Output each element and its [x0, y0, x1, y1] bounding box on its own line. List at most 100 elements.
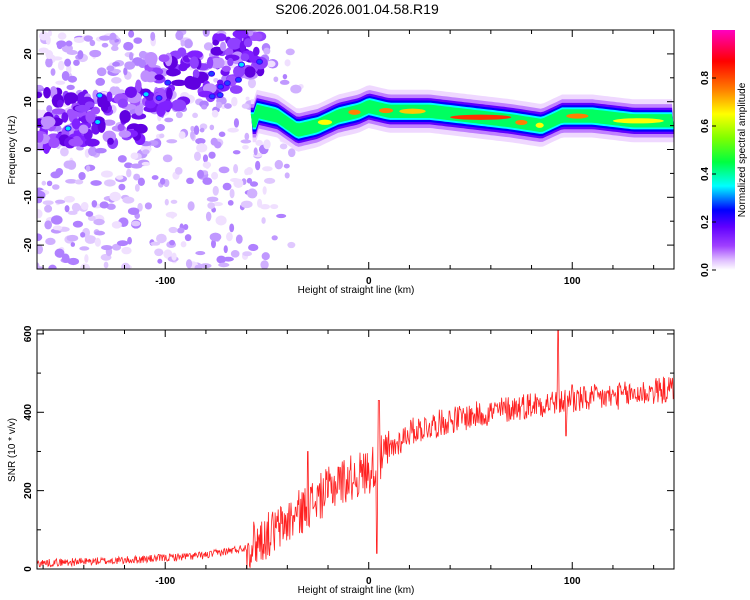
- spectrogram-noise-blob: [213, 77, 219, 83]
- spectrogram-noise-blob: [89, 49, 102, 58]
- spectrogram-band-blob: [102, 119, 116, 126]
- colorbar-tick-label: 0.0: [700, 263, 711, 277]
- spectrogram-noise-blob: [117, 155, 127, 163]
- spectrogram-noise-blob: [205, 211, 212, 222]
- spectrogram-noise-blob: [194, 151, 201, 161]
- spectrogram-noise-blob: [183, 38, 193, 49]
- spectrogram-y-axis-label: Frequency (Hz): [7, 116, 18, 185]
- spectrogram-noise-blob: [100, 170, 113, 178]
- spectrogram-noise-blob: [170, 199, 178, 204]
- spectrogram-noise-blob: [106, 65, 115, 72]
- chart-title: S206.2026.001.04.58.R19: [275, 1, 439, 17]
- spectrogram-noise-blob: [90, 180, 102, 186]
- spectrogram-noise-blob: [246, 188, 258, 199]
- spectrogram-noise-blob: [283, 163, 290, 169]
- colorbar-tick-label: 0.4: [700, 167, 711, 181]
- spectrogram-noise-blob: [244, 168, 250, 176]
- spectrogram-noise-blob: [80, 202, 89, 211]
- snr-y-tick-label: 400: [23, 403, 34, 420]
- spectrogram-peak-spot: [94, 119, 102, 126]
- spectrogram-noise-blob: [76, 145, 84, 151]
- spectrogram-noise-blob: [137, 202, 143, 212]
- spectrogram-noise-blob: [45, 50, 54, 60]
- spectrogram-noise-blob: [174, 167, 183, 175]
- spectrogram-noise-blob: [185, 259, 193, 269]
- spectrogram-noise-blob: [169, 239, 176, 246]
- spectrogram-peak-spot: [208, 70, 216, 77]
- spectrogram-band-blob: [117, 123, 125, 132]
- spectrogram-noise-blob: [37, 84, 44, 90]
- spectrogram-noise-blob: [211, 109, 219, 118]
- spectrogram-band-blob: [229, 85, 243, 94]
- colorbar-gradient: [712, 30, 735, 270]
- spectrogram-band-blob: [117, 98, 128, 109]
- spectrogram-y-tick-label: 10: [23, 96, 34, 108]
- spectrogram-noise-blob: [270, 204, 279, 210]
- spectrogram-noise-blob: [44, 204, 53, 213]
- spectrogram-noise-blob: [80, 231, 86, 238]
- spectrogram-noise-blob: [156, 124, 165, 132]
- spectrogram-noise-blob: [263, 139, 271, 150]
- spectrogram-noise-blob: [65, 178, 78, 184]
- spectrogram-band-blob: [177, 47, 187, 57]
- spectrogram-noise-blob: [279, 79, 290, 85]
- spectrogram-noise-blob: [67, 75, 78, 83]
- spectrogram-noise-blob: [37, 233, 43, 242]
- spectrogram-peak-spot: [142, 91, 150, 98]
- spectrogram-band-blob: [158, 54, 170, 63]
- spectrogram-x-tick-label: 0: [366, 276, 372, 287]
- spectrogram-noise-blob: [123, 67, 128, 76]
- spectrogram-noise-blob: [64, 58, 72, 67]
- spectrogram-peak-spot: [96, 92, 104, 99]
- spectrogram-noise-blob: [124, 61, 136, 70]
- spectrogram-noise-blob: [67, 210, 78, 215]
- spectrogram-noise-blob: [248, 243, 259, 252]
- spectrogram-peak-spot: [223, 80, 231, 87]
- spectrogram-noise-blob: [91, 200, 98, 208]
- spectrogram-band-blob: [232, 30, 249, 39]
- spectrogram-noise-blob: [45, 237, 56, 245]
- spectrogram-noise-blob: [54, 199, 66, 204]
- spectrogram-noise-blob: [187, 201, 195, 211]
- spectrogram-noise-blob: [83, 35, 93, 42]
- spectrogram-ridge-core: [566, 113, 589, 119]
- spectrogram-noise-blob: [290, 84, 302, 94]
- spectrogram-band-blob: [216, 57, 225, 69]
- spectrogram-noise-blob: [271, 235, 278, 241]
- spectrogram-noise-blob: [242, 251, 252, 257]
- spectrogram-noise-blob: [218, 131, 226, 137]
- spectrogram-noise-blob: [262, 166, 273, 172]
- snr-x-tick-label: 100: [564, 576, 581, 587]
- spectrogram-band-blob: [206, 56, 214, 69]
- spectrogram-noise-blob: [195, 251, 206, 256]
- spectrogram-band-blob: [240, 53, 250, 62]
- spectrogram-band-blob: [140, 70, 151, 83]
- spectrogram-band-blob: [166, 68, 180, 77]
- spectrogram-peak-spot: [256, 58, 264, 65]
- spectrogram-band-blob: [171, 99, 187, 112]
- spectrogram-noise-blob: [168, 226, 178, 234]
- spectrogram-noise-blob: [211, 171, 219, 180]
- spectrogram-band-blob: [48, 137, 60, 149]
- spectrogram-noise-blob: [240, 139, 252, 144]
- spectrogram-noise-blob: [227, 200, 234, 206]
- spectrogram-noise-blob: [260, 203, 271, 210]
- spectrogram-noise-blob: [150, 241, 161, 246]
- spectrogram-noise-blob: [276, 213, 287, 219]
- spectrogram-noise-blob: [48, 264, 57, 269]
- spectrogram-noise-blob: [150, 31, 156, 42]
- spectrogram-band-blob: [166, 87, 173, 101]
- spectrogram-noise-blob: [262, 186, 267, 195]
- spectrogram-noise-blob: [242, 144, 249, 150]
- spectrogram-noise-blob: [137, 177, 145, 186]
- spectrogram-noise-blob: [79, 246, 90, 251]
- spectrogram-band-blob: [158, 101, 173, 109]
- spectrogram-noise-blob: [263, 47, 271, 55]
- spectrogram-noise-blob: [207, 202, 215, 209]
- snr-y-axis-label: SNR (10 * v/v): [7, 418, 18, 482]
- spectrogram-noise-blob: [164, 198, 169, 206]
- spectrogram-noise-blob: [118, 183, 126, 191]
- spectrogram-noise-blob: [287, 241, 296, 249]
